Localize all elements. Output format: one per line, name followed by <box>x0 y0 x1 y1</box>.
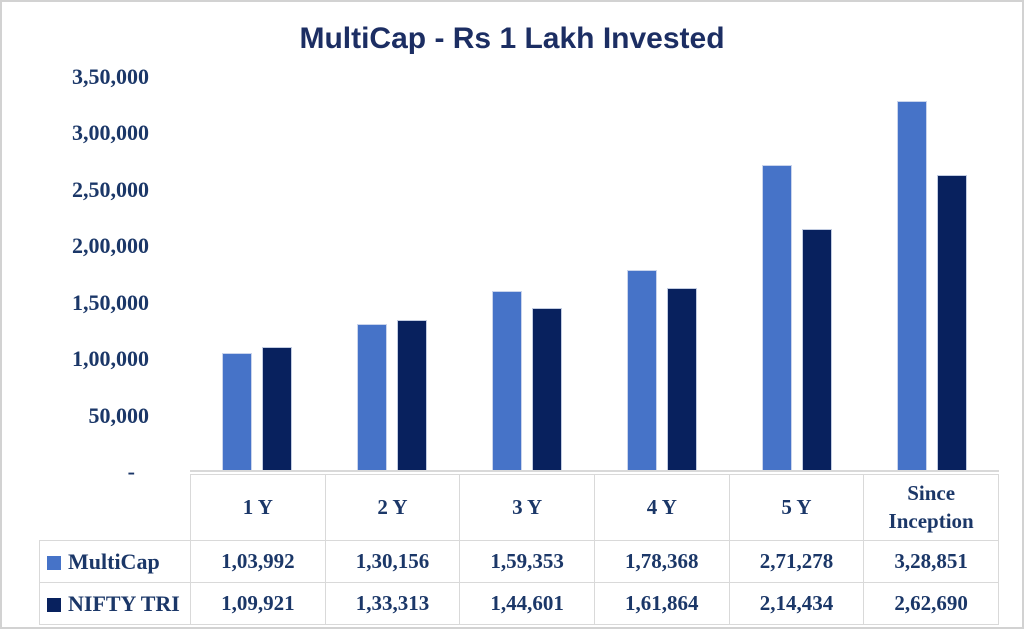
bar-multicap <box>222 353 253 470</box>
bar-nifty-tri <box>397 320 428 470</box>
series-label: NIFTY TRI <box>39 582 191 625</box>
bar-group <box>864 77 999 470</box>
value-cell: 1,33,313 <box>324 582 461 625</box>
value-cell: 1,78,368 <box>593 540 730 583</box>
bar-group <box>325 77 460 470</box>
value-cell: 2,14,434 <box>728 582 865 625</box>
column-header: Since Inception <box>863 474 999 541</box>
value-cell: 2,62,690 <box>863 582 999 625</box>
bar-group <box>594 77 729 470</box>
value-cell: 1,61,864 <box>593 582 730 625</box>
series-label: MultiCap <box>39 540 191 583</box>
table-row: MultiCap 1,03,992 1,30,156 1,59,353 1,78,368… <box>39 540 999 583</box>
bar-nifty-tri <box>801 229 832 470</box>
bar-nifty-tri <box>532 307 563 470</box>
y-axis-label: 2,00,000 <box>72 233 149 259</box>
column-header: 2 Y <box>324 474 461 541</box>
y-axis-label: 50,000 <box>88 402 150 428</box>
y-axis-label: 2,50,000 <box>72 176 149 202</box>
table-row: NIFTY TRI 1,09,921 1,33,313 1,44,601 1,61,86… <box>39 582 999 625</box>
legend-swatch <box>47 597 61 612</box>
bar-multicap <box>626 269 657 470</box>
legend-swatch <box>47 555 61 570</box>
y-axis-label: 3,50,000 <box>72 64 149 89</box>
bar-nifty-tri <box>666 288 697 470</box>
y-axis-label: - <box>127 459 135 484</box>
bar-multicap <box>492 291 523 470</box>
chart-title: MultiCap - Rs 1 Lakh Invested <box>299 22 725 55</box>
column-header: 3 Y <box>459 474 595 541</box>
bar-multicap <box>357 323 388 470</box>
plot-area <box>190 77 999 472</box>
value-cell: 1,30,156 <box>324 540 461 583</box>
y-axis-label: 1,00,000 <box>72 346 149 372</box>
bar-group <box>190 77 325 470</box>
value-cell: 1,59,353 <box>459 540 595 583</box>
bar-nifty-tri <box>262 346 293 470</box>
value-cell: 1,44,601 <box>459 582 595 625</box>
value-cell: 2,71,278 <box>728 540 865 583</box>
column-header: 5 Y <box>728 474 865 541</box>
bar-group <box>460 77 595 470</box>
bar-multicap <box>761 165 792 470</box>
value-cell: 1,09,921 <box>190 582 326 625</box>
bar-nifty-tri <box>936 175 967 470</box>
value-cell: 1,03,992 <box>190 540 326 583</box>
y-axis-label: 3,00,000 <box>72 120 149 146</box>
bar-multicap <box>896 100 927 470</box>
column-header: 4 Y <box>593 474 730 541</box>
y-axis: 3,50,000 3,00,000 2,50,000 2,00,000 1,50,000… <box>2 64 157 484</box>
column-header: 1 Y <box>190 474 326 541</box>
table-corner <box>40 475 191 541</box>
bar-group <box>729 77 864 470</box>
value-cell: 3,28,851 <box>863 540 999 583</box>
y-axis-label: 1,50,000 <box>72 289 149 315</box>
